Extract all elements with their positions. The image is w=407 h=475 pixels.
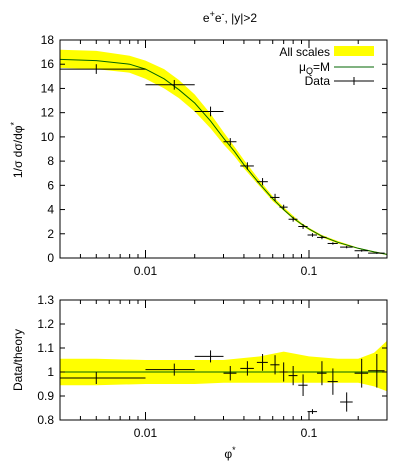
bottom-y-tick-label: 1.2: [37, 317, 54, 331]
ratio-point: [194, 350, 224, 363]
legend-line-tail: =M: [313, 60, 330, 74]
top-theory-curve: [59, 58, 388, 255]
bottom-y-tick-label: 0.8: [37, 413, 54, 427]
legend-line-sub: Q: [306, 66, 313, 76]
ratio-point: [279, 362, 288, 382]
bottom-band-area: [60, 340, 387, 392]
ratio-point: [60, 372, 146, 384]
top-data-points: [60, 64, 385, 254]
data-point: [145, 79, 195, 90]
data-point: [240, 162, 254, 170]
ratio-point: [327, 368, 338, 395]
top-y-tick-label: 18: [41, 33, 55, 47]
ratio-point: [354, 358, 369, 388]
legend-line-mu: μ: [299, 60, 306, 74]
title-sup-minus: -: [222, 9, 225, 19]
data-point: [270, 193, 280, 202]
legend-swatch-band: [334, 46, 374, 56]
top-y-ticks: 0 2 4 6 8 10 12 14 16 18: [41, 33, 387, 265]
ratio-point: [256, 354, 268, 371]
data-point: [194, 106, 224, 117]
bottom-x-ticks: 0.01 0.1: [59, 300, 388, 440]
data-point: [60, 64, 146, 74]
title-e1: e: [203, 11, 210, 25]
x-axis-label-main: φ: [224, 447, 232, 461]
top-y-axis-label-main: 1/σ dσ/dφ: [11, 125, 25, 178]
data-point: [340, 245, 353, 249]
bottom-y-axis-label: Data/theory: [11, 329, 25, 391]
top-y-tick-label: 16: [41, 57, 55, 71]
title-sup-plus: +: [210, 9, 215, 19]
title-e2: e: [215, 11, 222, 25]
top-y-tick-label: 6: [47, 178, 54, 192]
top-band-area: [60, 49, 387, 256]
data-point: [279, 204, 288, 210]
top-y-tick-label: 4: [47, 203, 54, 217]
data-point: [317, 235, 327, 240]
data-point: [354, 249, 369, 252]
ratio-point: [288, 366, 298, 386]
bottom-y-tick-label: 1: [47, 365, 54, 379]
legend: All scales μQ=M Data: [279, 45, 374, 88]
legend-label-data: Data: [305, 74, 331, 88]
ratio-point: [145, 363, 195, 376]
data-point: [368, 252, 385, 254]
ratio-point: [240, 361, 254, 376]
bottom-x-tick-label: 0.01: [134, 426, 158, 440]
bottom-y-tick-label: 1.1: [37, 341, 54, 355]
data-point: [288, 216, 298, 222]
ratio-point: [317, 361, 327, 386]
top-y-tick-label: 14: [41, 81, 55, 95]
title-tail: , |y|>2: [225, 11, 258, 25]
top-y-axis-label-sup: *: [9, 121, 19, 125]
ratio-point: [223, 366, 237, 381]
bottom-y-ticks: 0.8 0.9 1 1.1 1.2 1.3: [37, 293, 387, 427]
x-axis-label: φ*: [224, 445, 236, 461]
top-x-tick-label: 0.1: [301, 264, 318, 278]
top-x-tick-label: 0.01: [134, 264, 158, 278]
data-point: [298, 224, 308, 229]
bottom-scale-band: [60, 340, 387, 392]
ratio-point: [368, 354, 385, 388]
bottom-y-tick-label: 1.3: [37, 293, 54, 307]
top-y-tick-label: 12: [41, 106, 55, 120]
bottom-x-tick-label: 0.1: [301, 426, 318, 440]
data-point: [256, 178, 268, 186]
data-point: [307, 233, 318, 237]
x-axis-label-sup: *: [232, 445, 236, 455]
legend-label-band: All scales: [279, 45, 330, 59]
top-x-ticks: 0.01 0.1: [59, 40, 388, 278]
bottom-y-tick-label: 0.9: [37, 389, 54, 403]
ratio-point: [340, 392, 353, 412]
data-point: [223, 138, 237, 146]
top-scale-band: [60, 49, 387, 256]
chart-title: e+e-, |y|>2: [203, 9, 258, 25]
top-plot-frame: [59, 39, 388, 259]
ratio-point: [307, 409, 318, 414]
bottom-ratio-points: [60, 350, 385, 414]
top-y-tick-label: 10: [41, 130, 55, 144]
top-theory-line: [59, 58, 388, 255]
legend-label-line: μQ=M: [299, 60, 330, 76]
ratio-point: [270, 355, 280, 375]
ratio-point: [298, 374, 308, 396]
top-y-tick-label: 2: [47, 227, 54, 241]
data-point: [327, 242, 338, 245]
top-y-tick-label: 8: [47, 154, 54, 168]
top-y-axis-label: 1/σ dσ/dφ*: [9, 121, 25, 178]
top-y-tick-label: 0: [47, 251, 54, 265]
